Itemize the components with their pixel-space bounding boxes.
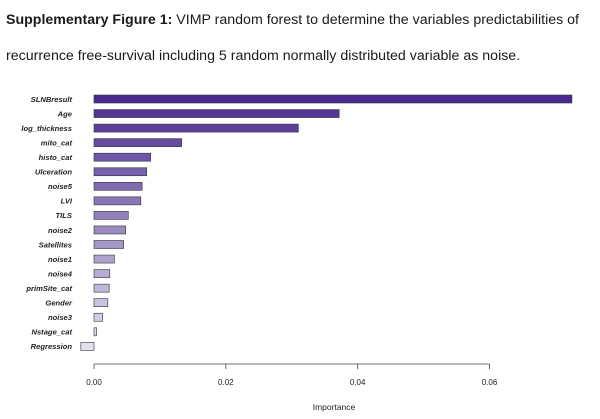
x-tick-label: 0.06 [482,378,498,387]
category-label: log_thickness [21,124,72,133]
bar-log-thickness [93,123,299,133]
category-label: noise1 [48,255,72,264]
category-label: Regression [31,342,73,351]
bar-satellites [93,240,124,249]
bar-noise1 [93,254,115,264]
category-label: noise3 [48,313,73,322]
x-tick-label: 0.04 [350,378,366,387]
category-label: Ulceration [35,168,72,177]
bar-noise4 [93,269,111,278]
x-tick-label: 0.00 [86,378,102,387]
bar-tils [93,211,129,220]
bar-ulceration [93,167,148,177]
category-label: LVI [61,197,73,206]
category-label: Nstage_cat [31,328,72,337]
x-axis: 0.00 0.02 0.04 0.06 [86,363,498,387]
category-label: noise4 [48,269,73,278]
bar-noise2 [93,225,126,235]
figure-caption: Supplementary Figure 1: VIMP random fore… [6,2,594,74]
category-label: Age [57,109,73,118]
category-label: noise2 [48,226,73,235]
category-label: Satellites [39,240,72,249]
bar-nstage-cat [93,327,97,337]
bar-primsite-cat [93,283,110,293]
category-label: noise5 [48,182,73,191]
category-label: SLNBresult [31,95,73,104]
category-labels-layer: SLNBresult Age log_thickness mito_cat histo_… [21,95,73,351]
bar-noise5 [93,182,143,191]
category-label: histo_cat [39,153,73,162]
bar-lvi [93,196,142,206]
category-label: mito_cat [41,138,73,147]
x-tick-label: 0.02 [218,378,234,387]
caption-text: VIMP random forest to determine the vari… [6,12,579,64]
x-axis-title: Importance [313,402,356,412]
bar-age [93,109,340,118]
bar-slnbresult [93,94,573,104]
category-label: primSite_cat [25,284,72,293]
bars-layer [80,94,573,351]
bar-gender [93,298,109,308]
bar-regression [80,342,95,351]
bar-histo-cat [93,152,151,162]
caption-lead: Supplementary Figure 1: [6,12,173,28]
category-label: TILS [56,211,72,220]
bar-mito-cat [93,138,182,147]
category-label: Gender [45,299,73,308]
bar-noise3 [93,312,103,322]
